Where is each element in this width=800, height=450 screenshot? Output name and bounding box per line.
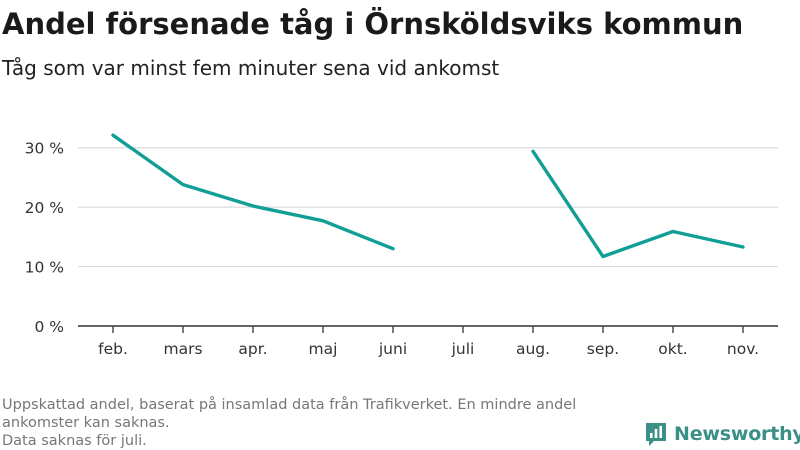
- y-tick-label: 20 %: [25, 199, 64, 217]
- x-tick-label: juli: [451, 340, 475, 358]
- y-axis-tick-labels: 0 % 10 % 20 % 30 %: [25, 140, 64, 336]
- x-tick-label: mars: [163, 340, 202, 358]
- footnote-line-2: Data saknas för juli.: [2, 433, 147, 449]
- brand-name: Newsworthy: [674, 423, 800, 445]
- newsworthy-logo-icon: [646, 423, 666, 446]
- x-axis-tick-labels: feb. mars apr. maj juni juli aug. sep. okt. nov.: [98, 340, 759, 358]
- x-tick-label: aug.: [516, 340, 550, 358]
- series-line: [531, 149, 745, 259]
- chart-title: Andel försenade tåg i Örnsköldsviks komm…: [2, 7, 744, 41]
- x-tick-label: apr.: [238, 340, 267, 358]
- y-tick-label: 10 %: [25, 259, 64, 277]
- x-tick-label: juni: [378, 340, 407, 358]
- footnote-line-1: Uppskattad andel, baserat på insamlad da…: [2, 397, 577, 431]
- chart-subtitle: Tåg som var minst fem minuter sena vid a…: [2, 56, 500, 80]
- x-tick-label: maj: [309, 340, 338, 358]
- x-tick-label: nov.: [727, 340, 759, 358]
- y-tick-label: 30 %: [25, 140, 64, 158]
- x-axis: [78, 325, 778, 333]
- series-line: [111, 133, 395, 251]
- brand[interactable]: Newsworthy: [644, 420, 800, 448]
- x-tick-label: feb.: [98, 340, 128, 358]
- footnote: Uppskattad andel, baserat på insamlad da…: [2, 396, 622, 450]
- x-tick-label: okt.: [658, 340, 687, 358]
- gridlines: [78, 147, 778, 268]
- x-tick-label: sep.: [587, 340, 619, 358]
- series-lines: [111, 133, 745, 259]
- y-tick-label: 0 %: [34, 318, 64, 336]
